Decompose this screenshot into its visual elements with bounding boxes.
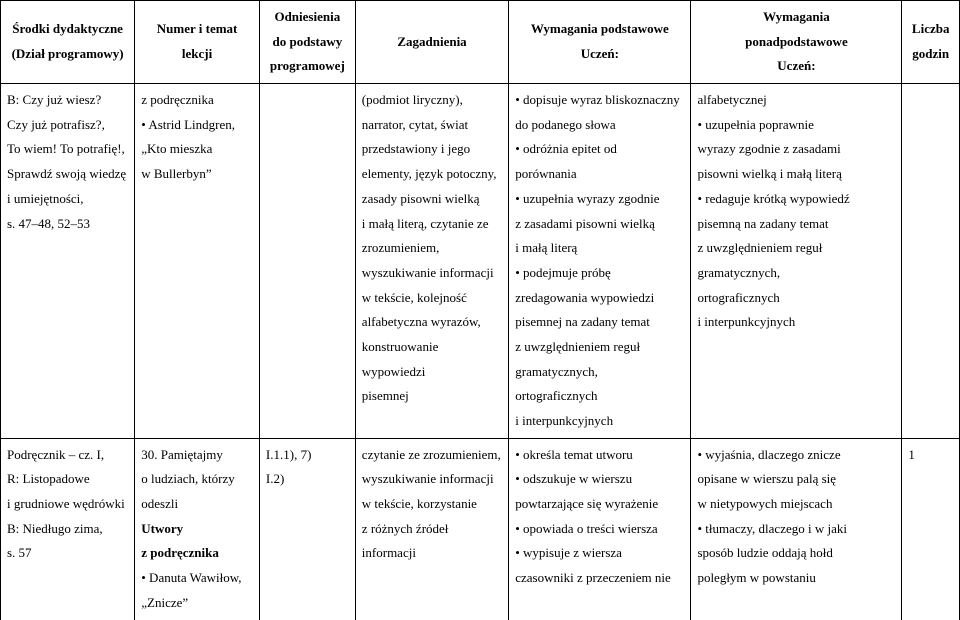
cell-col5: • określa temat utworu • odszukuje w wie… — [509, 438, 691, 619]
cell-col2: 30. Pamiętajmy o ludziach, którzy odeszl… — [135, 438, 260, 619]
cell-text: czytanie ze zrozumieniem, wyszukiwanie i… — [362, 443, 502, 566]
cell-text: Podręcznik – cz. I, R: Listopadowe i gru… — [7, 443, 128, 566]
cell-text: 1 — [908, 443, 953, 468]
header-col6: Wymagania ponadpodstawowe Uczeń: — [691, 1, 902, 84]
header-text: Środki dydaktyczne (Dział programowy) — [12, 21, 124, 61]
table-row: Podręcznik – cz. I, R: Listopadowe i gru… — [1, 438, 960, 619]
cell-col6: • wyjaśnia, dlaczego znicze opisane w wi… — [691, 438, 902, 619]
curriculum-table: Środki dydaktyczne (Dział programowy) Nu… — [0, 0, 960, 620]
cell-text: • wyjaśnia, dlaczego znicze opisane w wi… — [697, 443, 895, 591]
cell-col6: alfabetycznej • uzupełnia poprawnie wyra… — [691, 84, 902, 439]
cell-text: I.1.1), 7) I.2) — [266, 443, 349, 492]
cell-text-bold: Utwory z podręcznika — [141, 517, 253, 566]
cell-text-post: • Danuta Wawiłow, „Znicze” — [141, 566, 253, 615]
header-text: Wymagania ponadpodstawowe Uczeń: — [745, 9, 848, 73]
cell-col3 — [259, 84, 355, 439]
header-text: Odniesienia do podstawy programowej — [270, 9, 345, 73]
cell-col4: (podmiot liryczny), narrator, cytat, świ… — [355, 84, 508, 439]
cell-col1: Podręcznik – cz. I, R: Listopadowe i gru… — [1, 438, 135, 619]
header-col3: Odniesienia do podstawy programowej — [259, 1, 355, 84]
header-row: Środki dydaktyczne (Dział programowy) Nu… — [1, 1, 960, 84]
cell-col5: • dopisuje wyraz bliskoznaczny do podane… — [509, 84, 691, 439]
cell-col7: 1 — [902, 438, 960, 619]
cell-col2: z podręcznika • Astrid Lindgren, „Kto mi… — [135, 84, 260, 439]
header-col4: Zagadnienia — [355, 1, 508, 84]
cell-text: alfabetycznej • uzupełnia poprawnie wyra… — [697, 88, 895, 335]
header-col5: Wymagania podstawowe Uczeń: — [509, 1, 691, 84]
cell-text: (podmiot liryczny), narrator, cytat, świ… — [362, 88, 502, 409]
header-text: Wymagania podstawowe Uczeń: — [531, 21, 669, 61]
cell-text: • określa temat utworu • odszukuje w wie… — [515, 443, 684, 591]
cell-text: z podręcznika • Astrid Lindgren, „Kto mi… — [141, 88, 253, 187]
header-col1: Środki dydaktyczne (Dział programowy) — [1, 1, 135, 84]
cell-text: B: Czy już wiesz? Czy już potrafisz?, To… — [7, 88, 128, 236]
table-row: B: Czy już wiesz? Czy już potrafisz?, To… — [1, 84, 960, 439]
cell-col7 — [902, 84, 960, 439]
cell-col1: B: Czy już wiesz? Czy już potrafisz?, To… — [1, 84, 135, 439]
cell-text: • dopisuje wyraz bliskoznaczny do podane… — [515, 88, 684, 434]
header-col2: Numer i temat lekcji — [135, 1, 260, 84]
header-text: Numer i temat lekcji — [157, 21, 238, 61]
cell-col3: I.1.1), 7) I.2) — [259, 438, 355, 619]
header-text: Zagadnienia — [397, 34, 466, 49]
cell-col4: czytanie ze zrozumieniem, wyszukiwanie i… — [355, 438, 508, 619]
header-col7: Liczba godzin — [902, 1, 960, 84]
header-text: Liczba godzin — [912, 21, 950, 61]
cell-text-pre: 30. Pamiętajmy o ludziach, którzy odeszl… — [141, 443, 253, 517]
